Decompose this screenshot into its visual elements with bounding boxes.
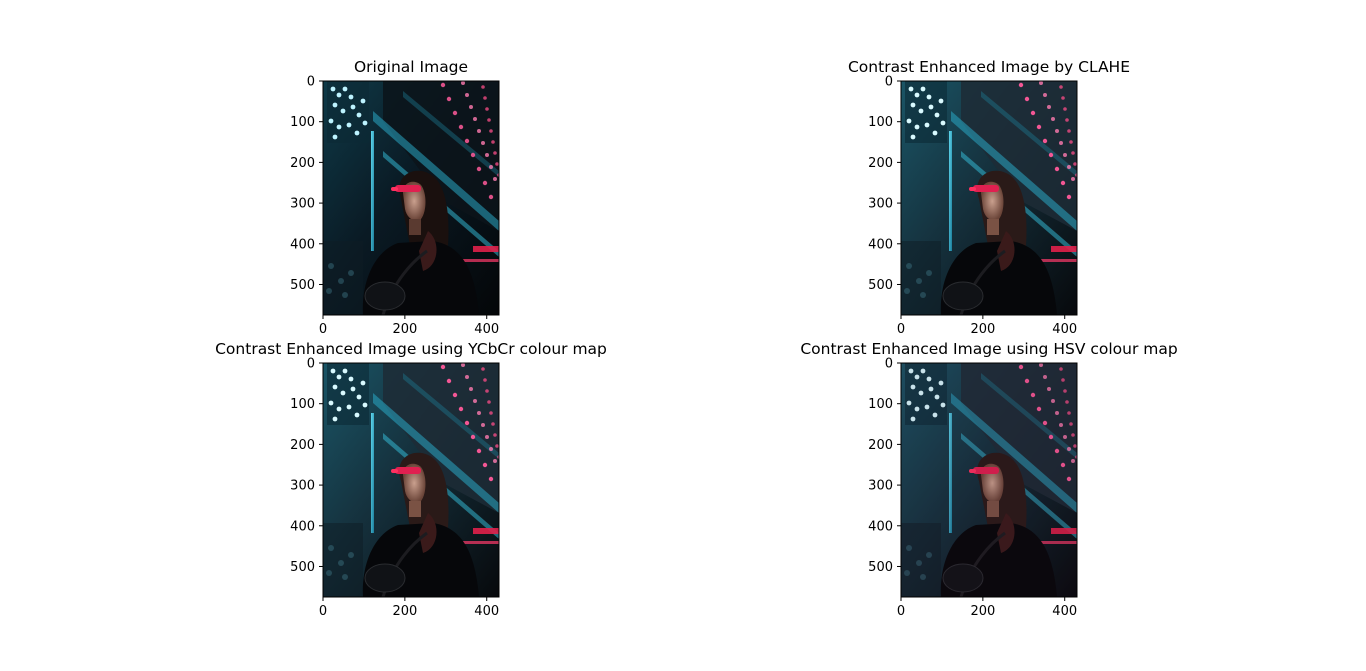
x-tick-label: 0 — [897, 322, 905, 337]
y-tick-label: 100 — [868, 397, 893, 412]
x-tick-label: 400 — [474, 322, 499, 337]
y-tick-label: 500 — [868, 278, 893, 293]
axes-frame — [900, 80, 1078, 316]
y-tick-label: 0 — [307, 75, 315, 90]
y-tick-label: 100 — [290, 397, 315, 412]
axes-frame — [900, 362, 1078, 598]
axes-frame — [322, 362, 500, 598]
x-tick-label: 200 — [970, 604, 995, 619]
y-tick-label: 400 — [868, 237, 893, 252]
x-tick-label: 0 — [897, 604, 905, 619]
subplot-title: Contrast Enhanced Image by CLAHE — [848, 58, 1130, 76]
y-tick-label: 300 — [868, 479, 893, 494]
x-tick-label: 200 — [970, 322, 995, 337]
y-tick-label: 400 — [868, 519, 893, 534]
x-tick-label: 400 — [1052, 604, 1077, 619]
subplot-ycbcr: Contrast Enhanced Image using YCbCr colo… — [215, 340, 607, 619]
subplot-original: Original Image 0 200 400 0 100 200 300 400 500 — [290, 58, 500, 337]
photo-image — [323, 81, 499, 315]
subplot-title: Contrast Enhanced Image using HSV colour… — [800, 340, 1177, 358]
y-tick-label: 500 — [290, 560, 315, 575]
x-tick-label: 400 — [1052, 322, 1077, 337]
photo-image — [901, 363, 1077, 597]
y-tick-label: 300 — [290, 197, 315, 212]
y-tick-label: 300 — [868, 197, 893, 212]
x-tick-label: 0 — [319, 322, 327, 337]
photo-image — [323, 363, 499, 597]
y-tick-label: 100 — [290, 115, 315, 130]
axes-frame — [322, 80, 500, 316]
y-tick-label: 200 — [868, 156, 893, 171]
y-tick-label: 0 — [885, 357, 893, 372]
y-tick-label: 200 — [290, 438, 315, 453]
photo-image — [901, 81, 1077, 315]
y-tick-label: 500 — [868, 560, 893, 575]
x-tick-label: 200 — [392, 322, 417, 337]
y-tick-label: 300 — [290, 479, 315, 494]
x-tick-label: 400 — [474, 604, 499, 619]
subplot-clahe: Contrast Enhanced Image by CLAHE 0 200 400… — [848, 58, 1130, 337]
y-tick-label: 400 — [290, 519, 315, 534]
subplot-title: Original Image — [354, 58, 468, 76]
y-tick-label: 100 — [868, 115, 893, 130]
y-tick-label: 200 — [868, 438, 893, 453]
x-tick-label: 0 — [319, 604, 327, 619]
x-tick-label: 200 — [392, 604, 417, 619]
y-tick-label: 0 — [885, 75, 893, 90]
subplot-hsv: Contrast Enhanced Image using HSV colour… — [800, 340, 1177, 619]
y-tick-label: 0 — [307, 357, 315, 372]
y-tick-label: 500 — [290, 278, 315, 293]
subplot-title: Contrast Enhanced Image using YCbCr colo… — [215, 340, 607, 358]
y-tick-label: 400 — [290, 237, 315, 252]
y-tick-label: 200 — [290, 156, 315, 171]
